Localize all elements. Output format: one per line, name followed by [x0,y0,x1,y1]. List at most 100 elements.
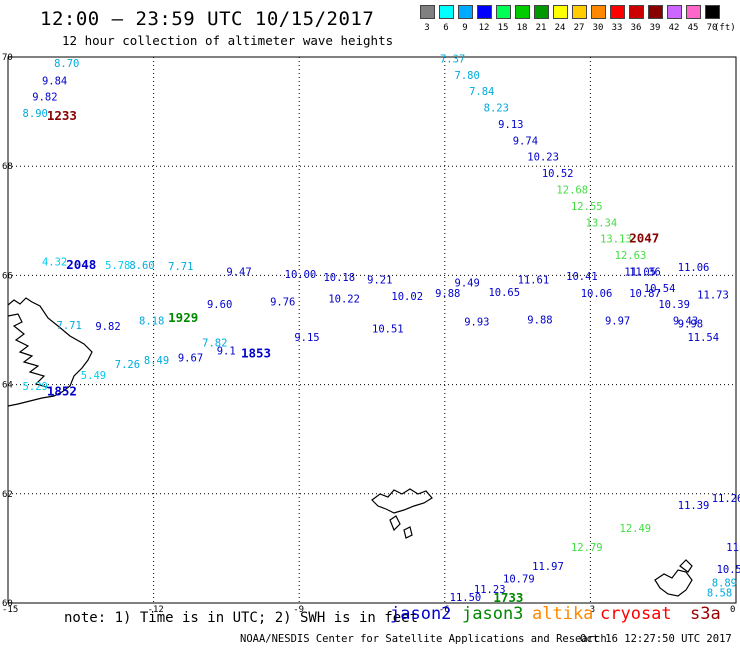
pass-time-label: 1853 [241,345,271,360]
swh-value: 10.06 [581,288,613,300]
scale-label: 18 [516,23,528,33]
swh-value: 9.88 [435,288,460,300]
swh-value: 4.32 [42,257,67,269]
scale-swatch [534,5,549,19]
scale-swatch [572,5,587,19]
swh-value: 10.51 [717,564,740,576]
scale-label: 36 [630,23,642,33]
swh-value: 9.1 [217,346,236,358]
swh-value: 7.82 [202,337,227,349]
scale-label: 6 [443,23,449,33]
scale-swatch [496,5,511,19]
created-timestamp: Oct 16 12:27:50 UTC 2017 [580,633,732,645]
lon-label: -12 [148,605,164,615]
legend-s3a: s3a [690,604,721,624]
lat-label: 66 [2,271,13,281]
pass-time-label: 2047 [629,231,659,246]
swh-value: 10.41 [566,271,598,283]
swh-value: 7.37 [440,53,465,65]
shetland-islands [654,569,693,597]
swh-value: 8.90 [23,108,48,120]
swh-value: 9.74 [513,135,538,147]
legend-jason2: jason2 [390,604,452,624]
pass-time-label: 1929 [168,310,198,325]
scale-label: 9 [462,23,468,33]
scale-label: 24 [554,23,566,33]
graticule: 70 68 66 64 62 60-15 -12 -9 -6 -3 0 [2,53,736,615]
swh-value: 10.22 [328,294,360,306]
footnote: note: 1) Time is in UTC; 2) SWH is in fe… [64,610,419,626]
legend-altika: altika [532,604,594,624]
lat-label: 64 [2,381,13,391]
swh-value: 11.54 [687,332,719,344]
scale-label: 3 [424,23,430,33]
swh-value: 12.68 [556,185,588,197]
swh-value: 9.67 [178,353,203,365]
scale-swatch [553,5,568,19]
scale-label: 70 [706,23,718,33]
swh-value: 8.23 [484,103,509,115]
swh-value: 11.23 [474,584,506,596]
scale-label: 15 [497,23,509,33]
swh-value: 7.71 [168,261,193,273]
lat-label: 68 [2,162,13,172]
swh-value: 11.05 [624,266,656,278]
swh-value: 10.18 [323,272,355,284]
swh-value: 9.98 [678,318,703,330]
faroe-islands [371,488,433,514]
swh-value: 10.87 [629,288,661,300]
scale-label: 45 [687,23,699,33]
lat-label: 62 [2,490,13,500]
lon-label: 0 [730,605,735,615]
swh-value: 11.39 [678,500,710,512]
lat-label: 70 [2,53,13,63]
swh-value: 9.84 [42,75,67,87]
swh-value: 9.97 [605,316,630,328]
page-subtitle: 12 hour collection of altimeter wave hei… [62,33,394,48]
swh-value: 7.26 [115,359,140,371]
swh-value: 10.51 [372,324,404,336]
scale-swatch [686,5,701,19]
swh-value: 10.79 [503,573,535,585]
lon-label: -3 [584,605,595,615]
scale-label: 30 [592,23,604,33]
swh-value: 11.06 [678,262,710,274]
swh-value: 8.89 [712,578,737,590]
swh-value: 8.58 [707,587,732,599]
pass-time-label: 1233 [47,108,77,123]
swh-value: 5.49 [81,370,106,382]
faroe-small-2 [403,526,413,539]
swh-value: 9.82 [32,92,57,104]
swh-value: 10.02 [391,291,423,303]
swh-value: 9.76 [270,296,295,308]
swh-value: 10.39 [658,299,690,311]
lon-label: -9 [293,605,304,615]
swh-value: 8.60 [129,260,154,272]
lat-label: 60 [2,599,13,609]
swh-value: 5.78 [105,260,130,272]
swh-value: 9.13 [498,119,523,131]
scale-swatch [420,5,435,19]
swh-value: 11.36 [629,266,661,278]
swh-value: 10.54 [644,283,676,295]
pass-time-label: 2048 [66,257,96,272]
lon-label: -15 [2,605,18,615]
map-frame [7,56,737,604]
scale-swatch [667,5,682,19]
iceland-coast [7,297,93,407]
swh-value: 9.82 [95,321,120,333]
scale-swatch [610,5,625,19]
swh-value: 13.34 [586,217,618,229]
scale-label: 27 [573,23,585,33]
scale-label: 39 [649,23,661,33]
swh-value: 9.93 [464,317,489,329]
swh-value: 12.55 [571,201,603,213]
swh-value: 9.15 [294,332,319,344]
faroe-small-1 [389,515,401,532]
iceland-fjords [7,313,51,389]
swh-value: 9.49 [455,277,480,289]
scale-label: 12 [478,23,490,33]
scale-swatch [629,5,644,19]
scale-label: 33 [611,23,623,33]
